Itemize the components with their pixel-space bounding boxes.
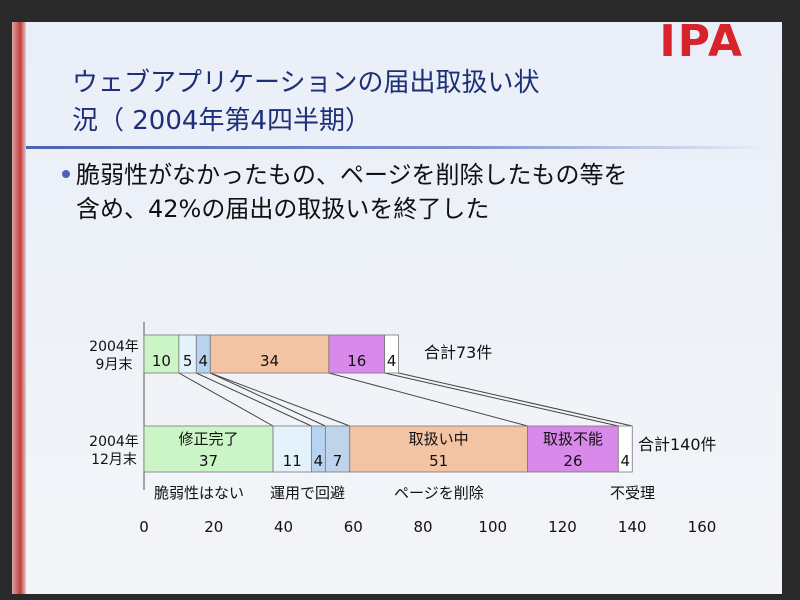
x-tick-label: 140 <box>618 518 647 536</box>
bullet-icon <box>62 170 70 178</box>
slide-accent-bar <box>12 22 26 594</box>
legend-label: 運用で回避 <box>270 484 345 502</box>
segment-label: 修正完了 <box>179 430 239 448</box>
segment-label: 取扱不能 <box>543 430 603 448</box>
connector-line <box>210 372 350 427</box>
bullet-line1: 脆弱性がなかったもの、ページを削除したもの等を <box>76 161 628 189</box>
bar-segment <box>384 334 399 374</box>
data-label: 51 <box>429 452 448 470</box>
x-tick-label: 120 <box>548 518 577 536</box>
data-label: 10 <box>152 352 171 370</box>
bar-segment <box>209 334 330 374</box>
segment-label: 取扱い中 <box>409 430 469 448</box>
legend-label: ページを削除 <box>394 484 484 502</box>
x-tick-label: 20 <box>204 518 223 536</box>
x-tick-label: 160 <box>688 518 717 536</box>
legend-label: 脆弱性はない <box>154 484 244 502</box>
slide: IPA ウェブアプリケーションの届出取扱い状 況（ 2004年第4四半期） 脆弱… <box>12 22 782 594</box>
connector-line <box>196 372 312 427</box>
bar-segment <box>324 425 351 473</box>
total-label: 合計73件 <box>424 343 492 362</box>
bar-segment <box>143 425 274 473</box>
title-divider <box>26 146 766 149</box>
category-label: 2004年 <box>89 434 139 450</box>
connector-line <box>210 372 326 427</box>
data-label: 5 <box>183 352 193 370</box>
connector-line <box>398 372 633 427</box>
connector-line <box>328 372 528 427</box>
slide-title-line1: ウェブアプリケーションの届出取扱い状 <box>72 68 540 98</box>
data-label: 7 <box>333 452 343 470</box>
x-tick-label: 40 <box>274 518 293 536</box>
data-label: 4 <box>199 352 209 370</box>
bar-segment <box>349 425 529 473</box>
category-label: 12月末 <box>91 452 137 468</box>
category-label: 9月末 <box>96 357 133 373</box>
slide-title: ウェブアプリケーションの届出取扱い状 況（ 2004年第4四半期） <box>72 64 632 140</box>
bar-segment <box>272 425 312 473</box>
bullet-line2: 含め、42%の届出の取扱いを終了した <box>76 195 490 223</box>
legend-label: 不受理 <box>610 484 655 502</box>
x-tick-label: 100 <box>478 518 507 536</box>
x-tick-label: 0 <box>139 518 149 536</box>
data-label: 4 <box>621 452 631 470</box>
data-label: 16 <box>347 352 366 370</box>
total-label: 合計140件 <box>638 435 717 454</box>
slide-title-line2: 況（ 2004年第4四半期） <box>72 106 371 136</box>
ipa-logo: IPA <box>659 22 744 67</box>
data-label: 37 <box>199 452 218 470</box>
bullet-text: 脆弱性がなかったもの、ページを削除したもの等を 含め、42%の届出の取扱いを終了… <box>76 158 736 226</box>
connector-line <box>384 372 619 427</box>
data-label: 11 <box>283 452 302 470</box>
connector-line <box>178 372 274 427</box>
data-label: 26 <box>563 452 582 470</box>
data-label: 4 <box>314 452 324 470</box>
x-tick-label: 60 <box>344 518 363 536</box>
category-label: 2004年 <box>89 339 139 355</box>
data-label: 34 <box>260 352 279 370</box>
x-tick-label: 80 <box>413 518 432 536</box>
data-label: 4 <box>387 352 397 370</box>
bar-segment <box>617 425 633 473</box>
